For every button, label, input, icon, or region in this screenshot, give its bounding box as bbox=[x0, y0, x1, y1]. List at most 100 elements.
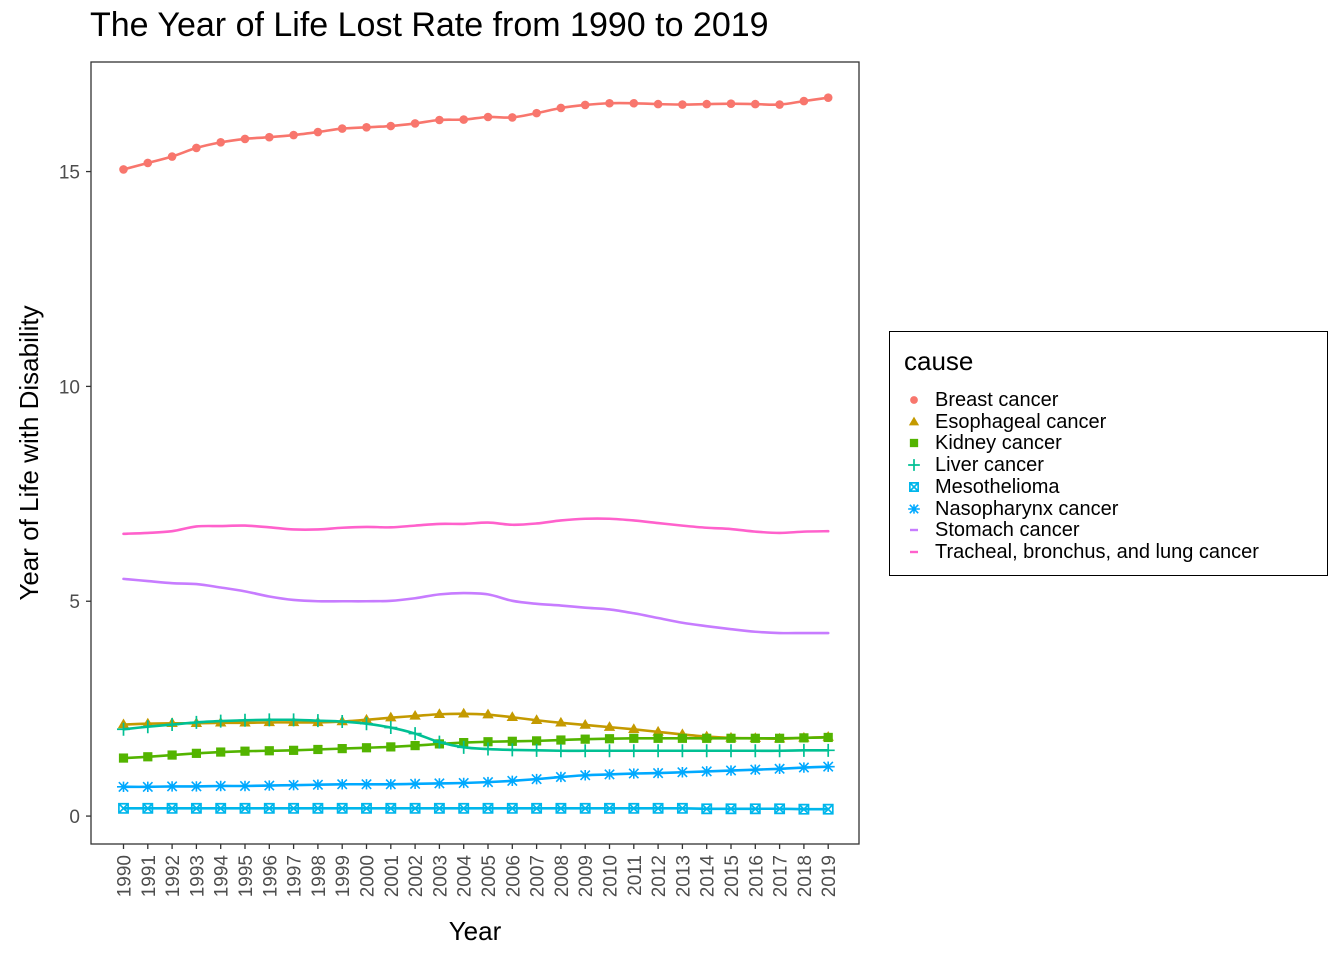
data-point bbox=[909, 481, 919, 492]
series-nasopharynx-cancer bbox=[117, 761, 835, 793]
data-point bbox=[118, 802, 129, 814]
legend-title: cause bbox=[904, 346, 974, 376]
x-tick-label: 1993 bbox=[187, 855, 208, 897]
legend-key bbox=[909, 481, 919, 492]
data-point bbox=[262, 780, 276, 791]
data-point bbox=[508, 113, 517, 122]
x-tick-label: 2014 bbox=[698, 855, 719, 898]
y-tick-label: 0 bbox=[69, 807, 80, 828]
series-line bbox=[122, 807, 830, 811]
data-point bbox=[141, 720, 155, 734]
data-point bbox=[700, 744, 714, 758]
data-point bbox=[482, 708, 494, 719]
data-point bbox=[435, 115, 444, 125]
data-point bbox=[797, 743, 811, 757]
legend-item: Nasopharynx cancer bbox=[890, 498, 1327, 520]
x-tick-label: 2000 bbox=[358, 855, 379, 897]
data-point bbox=[289, 745, 299, 755]
data-point bbox=[909, 439, 919, 448]
data-point bbox=[750, 733, 760, 743]
data-point bbox=[384, 779, 398, 790]
legend-key bbox=[910, 528, 918, 532]
data-point bbox=[532, 108, 541, 118]
legend-key bbox=[908, 416, 920, 426]
data-point bbox=[676, 802, 688, 814]
data-point bbox=[166, 802, 178, 814]
data-point bbox=[335, 779, 349, 790]
data-point bbox=[798, 803, 810, 815]
data-point bbox=[579, 718, 591, 729]
data-point bbox=[483, 112, 493, 122]
data-point bbox=[361, 743, 372, 753]
data-point bbox=[628, 802, 640, 814]
data-point bbox=[700, 766, 714, 777]
data-point bbox=[238, 713, 252, 727]
legend: cause Breast cancer Esophageal cancer Kidn… bbox=[889, 331, 1328, 576]
data-point bbox=[799, 96, 809, 106]
data-point bbox=[908, 459, 920, 471]
data-point bbox=[239, 802, 251, 814]
data-point bbox=[167, 750, 177, 760]
data-point bbox=[362, 123, 371, 132]
data-point bbox=[190, 802, 202, 814]
data-point bbox=[603, 721, 616, 731]
data-point bbox=[384, 721, 398, 735]
data-point bbox=[313, 127, 323, 137]
data-point bbox=[165, 718, 179, 732]
data-point bbox=[141, 781, 155, 793]
x-tick-label: 1998 bbox=[309, 855, 330, 897]
data-point bbox=[910, 396, 918, 404]
data-point bbox=[336, 802, 348, 814]
data-point bbox=[751, 99, 760, 109]
data-point bbox=[119, 165, 128, 174]
series-stomach-cancer bbox=[122, 577, 830, 635]
data-point bbox=[653, 733, 663, 743]
data-point bbox=[458, 802, 470, 814]
series-mesothelioma bbox=[118, 802, 834, 815]
x-tick-label: 1990 bbox=[115, 855, 136, 897]
y-tick-label: 5 bbox=[69, 592, 80, 613]
data-point bbox=[505, 743, 519, 757]
legend-key bbox=[908, 459, 920, 471]
x-tick-label: 2016 bbox=[746, 855, 767, 897]
data-point bbox=[117, 722, 130, 736]
data-point bbox=[483, 737, 493, 747]
legend-key bbox=[909, 439, 919, 448]
data-point bbox=[532, 736, 542, 746]
x-tick-label: 1992 bbox=[163, 855, 184, 897]
data-point bbox=[579, 802, 591, 814]
legend-key bbox=[910, 396, 918, 404]
data-point bbox=[603, 744, 616, 758]
data-point bbox=[628, 723, 640, 733]
data-point bbox=[386, 742, 396, 752]
data-point bbox=[433, 802, 445, 814]
data-point bbox=[652, 725, 664, 736]
data-point bbox=[653, 99, 663, 109]
data-point bbox=[908, 416, 920, 426]
data-point bbox=[408, 778, 422, 790]
legend-label: Nasopharynx cancer bbox=[935, 497, 1119, 520]
data-point bbox=[432, 735, 446, 749]
data-point bbox=[432, 778, 446, 789]
series-line bbox=[122, 718, 830, 753]
y-axis: 0 5 10 15 bbox=[59, 163, 91, 828]
series-line bbox=[122, 765, 830, 789]
legend-label: Esophageal cancer bbox=[935, 410, 1107, 433]
data-point bbox=[287, 713, 301, 727]
data-point bbox=[774, 803, 786, 815]
data-point bbox=[288, 802, 300, 814]
legend-item: Stomach cancer bbox=[890, 519, 1327, 541]
x-tick-label: 2006 bbox=[503, 855, 524, 897]
data-point bbox=[702, 733, 712, 743]
x-tick-label: 2013 bbox=[673, 855, 694, 897]
data-point bbox=[554, 744, 568, 758]
data-point bbox=[481, 776, 495, 788]
data-point bbox=[457, 740, 471, 754]
x-tick-label: 2002 bbox=[406, 855, 427, 897]
x-tick-label: 2019 bbox=[819, 855, 840, 897]
data-point bbox=[799, 733, 809, 743]
data-point bbox=[678, 100, 687, 109]
x-tick-label: 1997 bbox=[285, 855, 306, 897]
x-tick-label: 1999 bbox=[333, 855, 354, 897]
